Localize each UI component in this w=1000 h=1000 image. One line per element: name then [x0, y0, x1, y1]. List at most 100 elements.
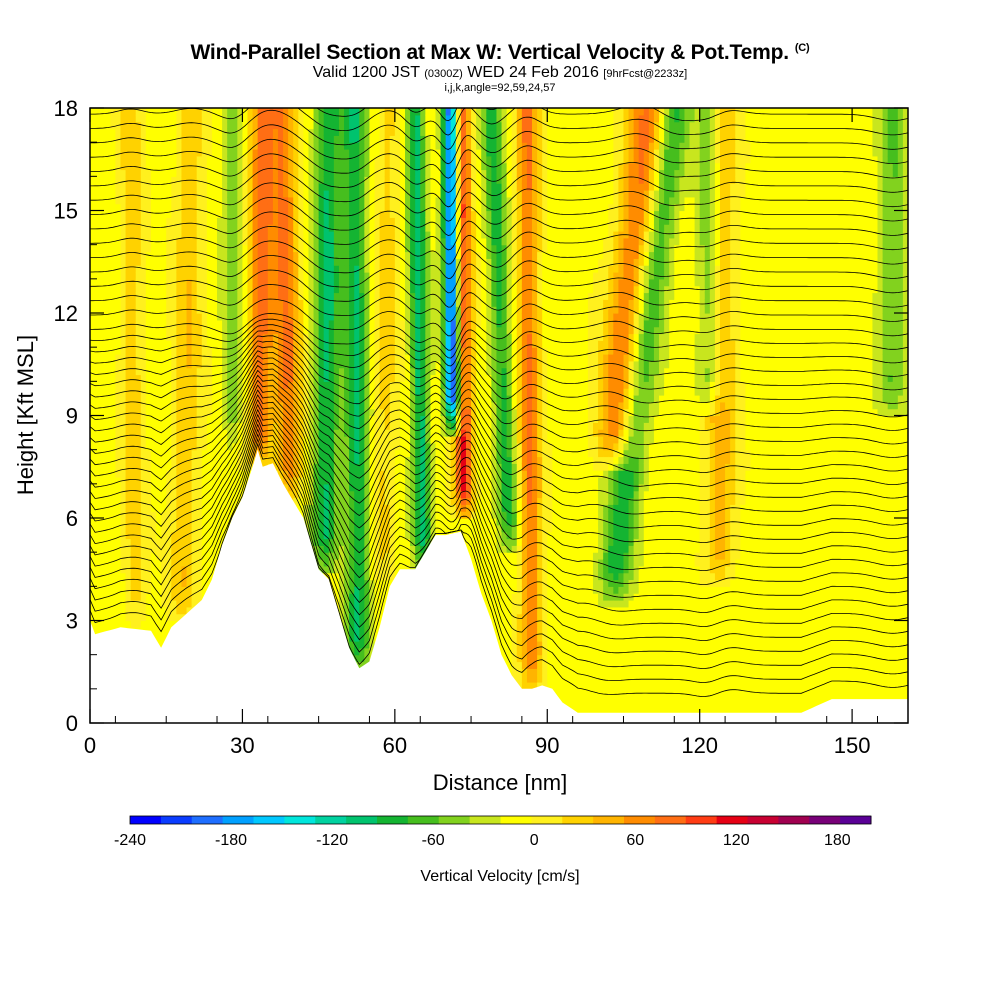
field-cell: [293, 422, 299, 430]
field-cell: [298, 354, 304, 362]
field-cell: [344, 606, 350, 615]
field-cell: [105, 169, 111, 177]
field-cell: [145, 333, 152, 341]
field-cell: [267, 108, 274, 116]
field-cell: [227, 490, 233, 499]
field-cell: [105, 449, 111, 458]
field-cell: [333, 149, 340, 157]
field-cell: [227, 422, 233, 430]
field-cell: [247, 354, 254, 362]
field-cell: [211, 203, 218, 212]
field-cell: [338, 606, 345, 615]
field-cell: [115, 401, 122, 410]
field-cell: [257, 347, 264, 355]
field-cell: [288, 121, 294, 130]
field-cell: [201, 374, 208, 382]
field-cell: [262, 436, 269, 444]
field-cell: [283, 237, 289, 246]
field-cell: [196, 456, 203, 464]
field-cell: [140, 313, 147, 321]
field-cell: [318, 381, 325, 389]
field-cell: [338, 483, 345, 492]
field-cell: [247, 415, 254, 423]
field-cell: [100, 135, 106, 143]
field-cell: [333, 190, 340, 198]
field-cell: [323, 313, 330, 321]
field-cell: [242, 272, 249, 280]
field-cell: [338, 326, 345, 335]
field-cell: [125, 572, 132, 581]
field-cell: [140, 285, 147, 294]
field-cell: [161, 538, 167, 546]
field-cell: [176, 408, 183, 417]
field-cell: [313, 531, 320, 540]
field-cell: [191, 142, 198, 150]
field-cell: [150, 456, 157, 464]
field-cell: [303, 360, 310, 369]
field-cell: [298, 415, 304, 423]
field-cell: [338, 319, 345, 328]
field-cell: [242, 155, 249, 164]
field-cell: [150, 244, 157, 253]
field-cell: [267, 285, 274, 294]
field-cell: [227, 408, 233, 417]
field-cell: [211, 559, 218, 567]
field-cell: [186, 265, 193, 273]
field-cell: [176, 258, 183, 266]
field-cell: [247, 319, 254, 328]
field-cell: [130, 244, 137, 253]
field-cell: [232, 415, 238, 423]
field-cell: [257, 114, 264, 123]
field-cell: [156, 285, 162, 294]
field-cell: [150, 613, 157, 622]
field-cell: [125, 360, 132, 369]
field-cell: [333, 326, 340, 335]
field-cell: [171, 381, 177, 389]
field-cell: [277, 251, 284, 259]
field-cell: [145, 190, 152, 198]
field-cell: [354, 504, 360, 512]
field-cell: [364, 436, 371, 444]
field-cell: [303, 285, 310, 294]
field-cell: [156, 360, 162, 369]
field-cell: [272, 408, 279, 417]
field-cell: [293, 237, 299, 246]
field-cell: [313, 360, 320, 369]
field-cell: [166, 429, 172, 437]
field-cell: [161, 565, 167, 574]
field-cell: [272, 258, 279, 266]
field-cell: [156, 490, 162, 499]
field-cell: [140, 272, 147, 280]
field-cell: [288, 217, 294, 225]
field-cell: [359, 176, 365, 184]
field-cell: [217, 490, 223, 499]
field-cell: [237, 285, 244, 294]
field-cell: [349, 524, 355, 533]
field-cell: [349, 490, 355, 499]
field-cell: [171, 347, 177, 355]
field-cell: [308, 449, 315, 458]
field-cell: [262, 217, 269, 225]
field-cell: [191, 217, 198, 225]
field-cell: [364, 422, 371, 430]
field-cell: [100, 531, 106, 540]
field-cell: [283, 272, 289, 280]
field-cell: [252, 272, 259, 280]
field-cell: [125, 579, 132, 587]
field-cell: [303, 231, 310, 239]
field-cell: [222, 108, 228, 116]
field-cell: [150, 620, 157, 628]
field-cell: [130, 169, 137, 177]
field-cell: [156, 463, 162, 471]
field-cell: [125, 237, 132, 246]
field-cell: [308, 135, 315, 143]
field-cell: [201, 155, 208, 164]
field-cell: [90, 176, 96, 184]
field-cell: [176, 531, 183, 540]
field-cell: [176, 354, 183, 362]
field-cell: [328, 299, 335, 307]
field-cell: [171, 142, 177, 150]
field-cell: [283, 442, 289, 451]
field-cell: [338, 108, 345, 116]
field-cell: [211, 114, 218, 123]
